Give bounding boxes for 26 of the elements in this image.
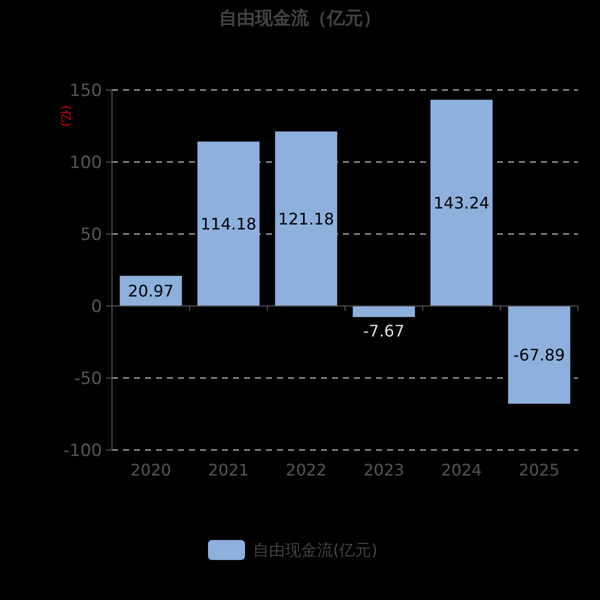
chart-title: 自由现金流（亿元） bbox=[219, 8, 381, 29]
bar bbox=[197, 142, 260, 306]
data-label: 114.18 bbox=[200, 214, 256, 234]
y-tick-label: 0 bbox=[91, 296, 102, 317]
y-tick-label: -100 bbox=[63, 440, 102, 461]
y-tick-label: 100 bbox=[70, 152, 102, 173]
bar bbox=[275, 132, 338, 306]
y-tick-label: 50 bbox=[80, 224, 102, 245]
x-tick-label: 2024 bbox=[441, 460, 482, 480]
bar bbox=[352, 306, 415, 318]
x-tick-label: 2025 bbox=[518, 460, 560, 480]
data-label: 121.18 bbox=[278, 209, 334, 228]
x-tick-label: 2020 bbox=[130, 460, 172, 480]
data-label: 20.97 bbox=[128, 282, 174, 300]
bar bbox=[430, 100, 493, 306]
data-label: -67.89 bbox=[513, 345, 565, 364]
bar bbox=[508, 306, 570, 404]
data-label: -7.67 bbox=[363, 322, 405, 341]
y-tick-label: 150 bbox=[70, 80, 102, 101]
x-tick-label: 2022 bbox=[286, 460, 327, 480]
data-label: 143.24 bbox=[434, 193, 490, 212]
x-tick-label: 2021 bbox=[208, 460, 249, 480]
y-tick-label: -50 bbox=[74, 368, 102, 389]
x-tick-label: 2023 bbox=[363, 460, 404, 480]
y-axis-title: (亿) bbox=[58, 105, 73, 127]
legend-label: 自由现金流(亿元) bbox=[253, 540, 378, 560]
